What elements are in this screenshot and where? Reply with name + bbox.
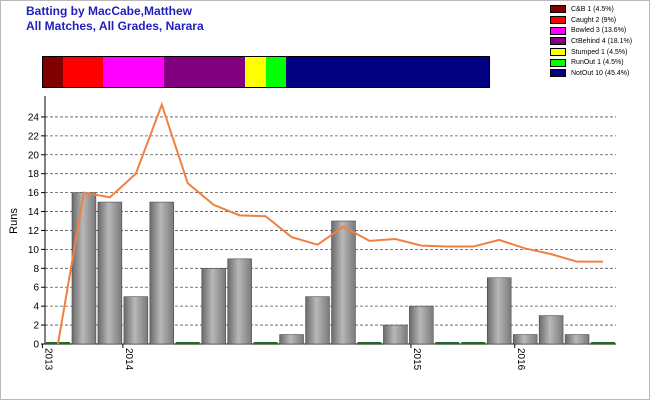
y-axis-label: Runs xyxy=(8,208,20,234)
legend-item: Caught 2 (9%) xyxy=(550,15,646,26)
y-tick-label: 20 xyxy=(28,150,40,161)
legend-item: Bowled 3 (13.6%) xyxy=(550,25,646,36)
bar xyxy=(512,334,538,345)
legend-item: CtBehind 4 (18.1%) xyxy=(550,36,646,47)
legend-item: RunOut 1 (4.5%) xyxy=(550,57,646,68)
bar xyxy=(71,192,97,345)
legend-item: Stumped 1 (4.5%) xyxy=(550,47,646,58)
x-tick-label: 2015 xyxy=(411,348,422,371)
y-tick-label: 4 xyxy=(33,302,39,313)
bar xyxy=(97,201,123,345)
y-tick-label: 2 xyxy=(33,321,39,332)
bar xyxy=(564,334,590,345)
bar xyxy=(383,324,408,345)
legend-label: Caught 2 (9%) xyxy=(571,16,617,24)
dismissal-segment xyxy=(265,57,286,87)
y-tick-label: 24 xyxy=(28,112,40,123)
chart-title: Batting by MacCabe,Matthew xyxy=(26,4,193,18)
dismissal-segment xyxy=(245,57,266,87)
y-tick-label: 8 xyxy=(33,264,39,275)
bar-zero-marker xyxy=(461,342,486,344)
y-tick-label: 22 xyxy=(28,131,40,142)
legend-item: C&B 1 (4.5%) xyxy=(550,4,646,15)
legend-swatch xyxy=(550,69,566,78)
average-line xyxy=(56,101,604,345)
bar-zero-marker xyxy=(175,342,200,344)
y-tick-label: 12 xyxy=(28,226,40,237)
dismissal-segment xyxy=(164,57,246,87)
legend-label: Bowled 3 (13.6%) xyxy=(571,27,627,35)
dismissal-segment xyxy=(103,57,165,87)
chart-subtitle: All Matches, All Grades, Narara xyxy=(26,19,204,33)
legend-swatch xyxy=(550,16,566,25)
legend-item: NotOut 10 (45.4%) xyxy=(550,68,646,79)
y-tick-label: 18 xyxy=(28,169,40,180)
bar xyxy=(227,258,252,345)
legend-label: Stumped 1 (4.5%) xyxy=(571,48,628,56)
legend-swatch xyxy=(550,26,566,35)
y-tick-label: 10 xyxy=(28,245,40,256)
bar xyxy=(486,277,512,345)
x-tick-label: 2014 xyxy=(123,348,134,371)
bar-zero-marker xyxy=(591,342,615,344)
y-tick-label: 0 xyxy=(33,340,39,351)
bar-zero-marker xyxy=(357,342,382,344)
dismissal-segment xyxy=(43,57,64,87)
bar xyxy=(305,296,330,345)
legend-label: RunOut 1 (4.5%) xyxy=(571,59,624,67)
legend-swatch xyxy=(550,5,566,14)
bar xyxy=(149,201,175,345)
bar-zero-marker xyxy=(253,342,278,344)
bar-zero-marker xyxy=(435,342,460,344)
legend-swatch xyxy=(550,48,566,57)
bar xyxy=(123,296,149,345)
y-tick-label: 6 xyxy=(33,283,39,294)
legend: C&B 1 (4.5%) Caught 2 (9%) Bowled 3 (13.6%… xyxy=(550,4,646,79)
y-tick-label: 16 xyxy=(28,188,40,199)
legend-label: C&B 1 (4.5%) xyxy=(571,5,614,13)
bar xyxy=(331,220,356,345)
x-tick-label: 2013 xyxy=(42,348,53,371)
bar xyxy=(538,315,564,345)
dismissal-segment xyxy=(63,57,104,87)
bar xyxy=(201,268,226,345)
dismissal-segment xyxy=(285,57,489,87)
legend-swatch xyxy=(550,58,566,67)
bar xyxy=(279,334,304,345)
legend-label: CtBehind 4 (18.1%) xyxy=(571,37,633,45)
dismissal-breakdown-bar xyxy=(42,56,490,88)
x-tick-label: 2016 xyxy=(515,348,526,371)
legend-label: NotOut 10 (45.4%) xyxy=(571,69,630,77)
legend-swatch xyxy=(550,37,566,46)
y-tick-label: 14 xyxy=(28,207,40,218)
bar xyxy=(409,305,434,345)
